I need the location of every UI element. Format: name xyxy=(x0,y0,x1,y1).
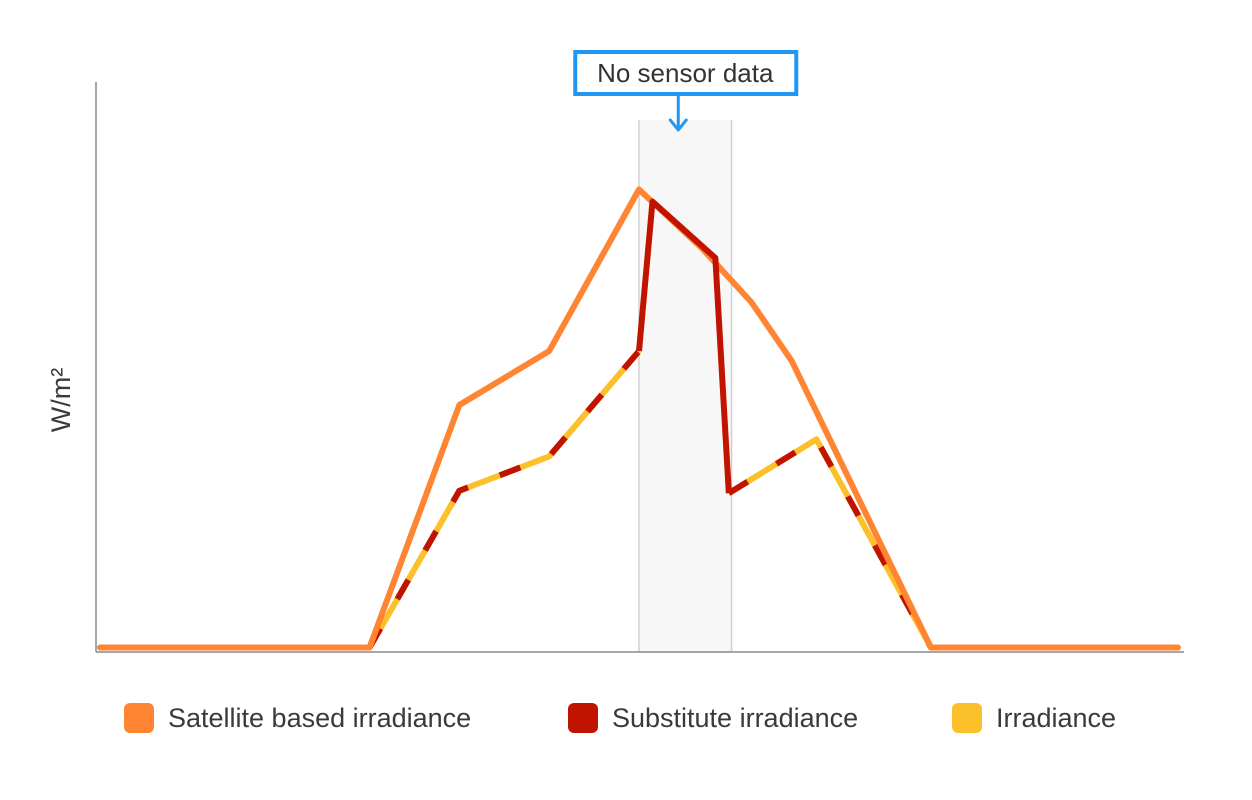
series-substitute-line xyxy=(636,198,732,494)
legend-item-irradiance[interactable]: Irradiance xyxy=(952,696,1116,740)
annotation-text: No sensor data xyxy=(597,58,774,88)
series-irradiance-line-b xyxy=(727,436,934,649)
legend-item-satellite[interactable]: Satellite based irradiance xyxy=(124,696,471,740)
legend-label-substitute: Substitute irradiance xyxy=(612,702,859,733)
y-axis-label: W/m² xyxy=(46,368,76,432)
annotation: No sensor data xyxy=(573,50,799,132)
annotation-arrow-head xyxy=(668,118,688,132)
annotation-box xyxy=(573,50,799,96)
legend-swatch-satellite xyxy=(124,703,154,733)
series-irradiance-dash-b xyxy=(727,436,934,649)
series-lines xyxy=(97,186,1181,651)
legend-swatch-irradiance xyxy=(952,703,982,733)
legend-swatch-substitute xyxy=(568,703,598,733)
legend: Satellite based irradiance Substitute ir… xyxy=(0,696,1252,740)
axes xyxy=(95,82,1184,653)
series-irradiance-dash-a xyxy=(366,349,642,650)
legend-label-satellite: Satellite based irradiance xyxy=(168,702,472,733)
legend-label-irradiance: Irradiance xyxy=(996,702,1117,733)
legend-item-substitute[interactable]: Substitute irradiance xyxy=(568,696,858,740)
